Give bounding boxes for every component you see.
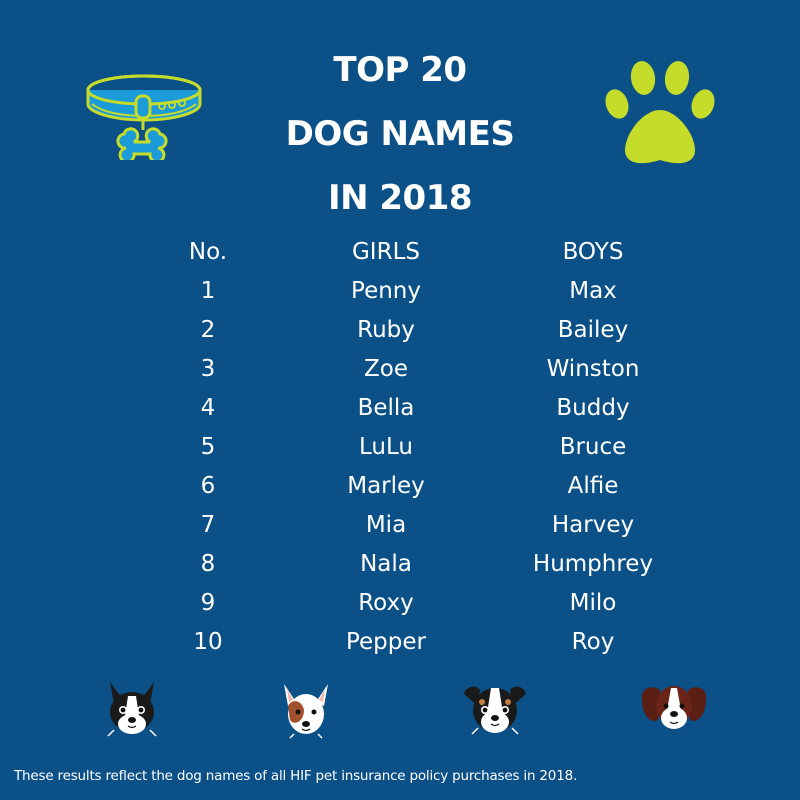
- rank-cell: 5: [200, 433, 216, 460]
- girl-name-cell: LuLu: [359, 433, 413, 460]
- tricolor-puppy-icon: [464, 686, 526, 735]
- table-row: 1 Penny Max: [130, 271, 700, 310]
- boy-name-cell: Humphrey: [532, 550, 654, 577]
- boy-name-cell: Milo: [569, 589, 617, 616]
- header-boys: BOYS: [562, 238, 624, 265]
- rank-cell: 2: [200, 316, 216, 343]
- girl-name-cell: Mia: [365, 511, 407, 538]
- boy-name-cell: Buddy: [556, 394, 630, 421]
- dog-collar-icon: [86, 74, 202, 160]
- rank-cell: 8: [200, 550, 216, 577]
- boy-name-cell: Bruce: [559, 433, 627, 460]
- table-row: 2 Ruby Bailey: [130, 310, 700, 349]
- table-header-row: No. GIRLS BOYS: [130, 232, 700, 271]
- header-girls: GIRLS: [351, 238, 420, 265]
- boy-name-cell: Harvey: [551, 511, 635, 538]
- girl-name-cell: Nala: [360, 550, 412, 577]
- girl-name-cell: Ruby: [357, 316, 415, 343]
- table-row: 4 Bella Buddy: [130, 388, 700, 427]
- girl-name-cell: Bella: [357, 394, 415, 421]
- rank-cell: 3: [200, 355, 216, 382]
- boy-name-cell: Winston: [546, 355, 640, 382]
- table-row: 3 Zoe Winston: [130, 349, 700, 388]
- dog-names-table: No. GIRLS BOYS 1 Penny Max 2 Ruby Bailey 3 Zo…: [130, 232, 700, 661]
- boy-name-cell: Bailey: [557, 316, 629, 343]
- brown-white-dog-icon: [284, 684, 328, 739]
- girl-name-cell: Penny: [351, 277, 421, 304]
- girl-name-cell: Roxy: [358, 589, 414, 616]
- table-row: 7 Mia Harvey: [130, 505, 700, 544]
- title-line-3: IN 2018: [327, 178, 473, 218]
- table-row: 5 LuLu Bruce: [130, 427, 700, 466]
- title-line-1: TOP 20: [333, 50, 467, 90]
- table-row: 6 Marley Alfie: [130, 466, 700, 505]
- rank-cell: 6: [200, 472, 216, 499]
- rank-cell: 1: [200, 277, 216, 304]
- rank-cell: 4: [200, 394, 216, 421]
- rank-cell: 9: [200, 589, 216, 616]
- boy-name-cell: Max: [569, 277, 617, 304]
- black-white-dog-icon: [107, 682, 157, 737]
- page-title: TOP 20 DOG NAMES IN 2018: [200, 38, 600, 230]
- girl-name-cell: Zoe: [364, 355, 408, 382]
- spaniel-dog-icon: [641, 686, 707, 729]
- rank-cell: 10: [193, 628, 223, 655]
- paw-print-icon: [605, 61, 715, 164]
- header-number: No.: [188, 238, 228, 265]
- boy-name-cell: Roy: [571, 628, 615, 655]
- footnote: These results reflect the dog names of a…: [14, 768, 578, 784]
- table-row: 8 Nala Humphrey: [130, 544, 700, 583]
- table-row: 10 Pepper Roy: [130, 622, 700, 661]
- girl-name-cell: Pepper: [345, 628, 426, 655]
- table-row: 9 Roxy Milo: [130, 583, 700, 622]
- rank-cell: 7: [200, 511, 216, 538]
- girl-name-cell: Marley: [347, 472, 425, 499]
- boy-name-cell: Alfie: [567, 472, 619, 499]
- title-line-2: DOG NAMES: [285, 114, 515, 154]
